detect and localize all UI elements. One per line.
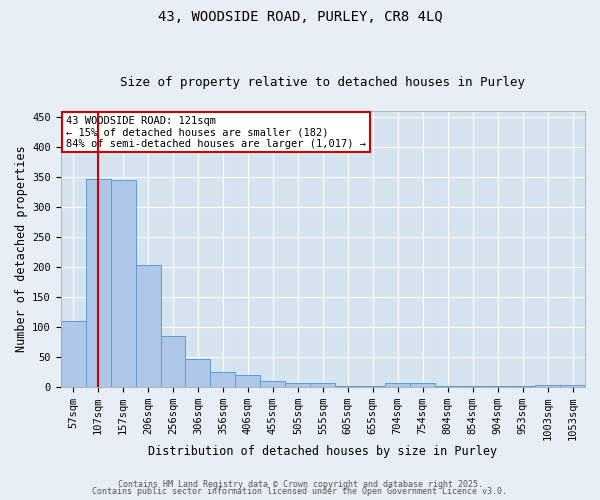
X-axis label: Distribution of detached houses by size in Purley: Distribution of detached houses by size … — [148, 444, 497, 458]
Bar — [410, 382, 435, 387]
Bar — [435, 386, 460, 387]
Bar — [560, 385, 585, 387]
Bar — [510, 386, 535, 387]
Bar — [86, 178, 110, 387]
Text: 43, WOODSIDE ROAD, PURLEY, CR8 4LQ: 43, WOODSIDE ROAD, PURLEY, CR8 4LQ — [158, 10, 442, 24]
Bar — [286, 382, 310, 387]
Text: Contains public sector information licensed under the Open Government Licence v3: Contains public sector information licen… — [92, 487, 508, 496]
Bar — [235, 375, 260, 387]
Bar — [385, 382, 410, 387]
Bar — [136, 266, 161, 387]
Bar — [360, 386, 385, 387]
Bar — [310, 384, 335, 387]
Bar — [61, 321, 86, 387]
Bar — [211, 372, 235, 387]
Bar — [161, 336, 185, 387]
Title: Size of property relative to detached houses in Purley: Size of property relative to detached ho… — [121, 76, 526, 90]
Bar — [535, 385, 560, 387]
Bar — [335, 386, 360, 387]
Text: Contains HM Land Registry data © Crown copyright and database right 2025.: Contains HM Land Registry data © Crown c… — [118, 480, 482, 489]
Y-axis label: Number of detached properties: Number of detached properties — [15, 146, 28, 352]
Bar — [460, 386, 485, 387]
Bar — [185, 358, 211, 387]
Bar — [260, 381, 286, 387]
Bar — [110, 180, 136, 387]
Bar — [485, 386, 510, 387]
Text: 43 WOODSIDE ROAD: 121sqm
← 15% of detached houses are smaller (182)
84% of semi-: 43 WOODSIDE ROAD: 121sqm ← 15% of detach… — [66, 116, 366, 149]
